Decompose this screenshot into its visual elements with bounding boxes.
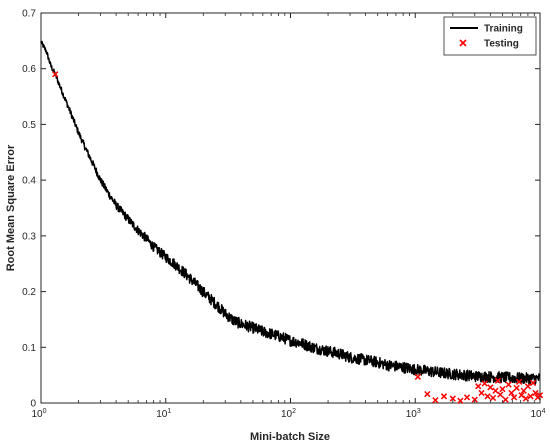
testing-point <box>497 391 504 398</box>
testing-point <box>505 381 512 388</box>
testing-point <box>440 393 448 400</box>
legend: Training Testing <box>443 16 537 56</box>
testing-point <box>524 383 532 390</box>
x-tick-label: 104 <box>530 408 545 420</box>
testing-point <box>527 393 534 400</box>
testing-point <box>515 378 523 385</box>
y-tick-label: 0.7 <box>22 9 36 20</box>
testing-point <box>478 389 485 397</box>
testing-point <box>475 383 482 390</box>
y-axis-label: Root Mean Square Error <box>5 144 17 271</box>
testing-point <box>484 393 491 400</box>
x-axis-label: Mini-batch Size <box>250 431 330 443</box>
y-tick-label: 0.4 <box>22 176 36 187</box>
x-tick-label: 102 <box>281 408 296 420</box>
y-tick-label: 0.1 <box>22 343 36 354</box>
legend-box <box>443 16 537 56</box>
testing-point <box>499 385 506 393</box>
y-tick-label: 0.3 <box>22 231 36 242</box>
testing-point <box>424 390 431 398</box>
testing-point <box>487 384 494 391</box>
y-tick-label: 0.6 <box>22 64 36 75</box>
training-line <box>40 40 541 385</box>
testing-point <box>52 71 59 78</box>
testing-point <box>502 396 509 403</box>
testing-point <box>432 397 439 404</box>
testing-point <box>494 377 502 384</box>
testing-point <box>471 396 478 403</box>
legend-training-label: Training <box>484 24 523 35</box>
x-tick-label: 103 <box>406 408 421 420</box>
testing-point <box>532 389 539 397</box>
testing-point <box>513 384 520 392</box>
y-tick-label: 0.5 <box>22 120 36 131</box>
testing-point <box>510 394 518 401</box>
tick-layer: 0 0.1 0.2 0.3 0.4 0.5 0.6 0.7 100 101 102 103 104 <box>22 9 546 421</box>
series-layer <box>40 40 544 404</box>
testing-point <box>520 387 527 394</box>
x-tick-label: 101 <box>156 408 171 420</box>
testing-point <box>536 392 544 399</box>
x-tick-label: 100 <box>31 408 46 420</box>
plot-area: 0 0.1 0.2 0.3 0.4 0.5 0.6 0.7 100 101 102 103 104 <box>22 9 546 421</box>
testing-point <box>463 394 471 401</box>
legend-testing-swatch <box>459 39 467 47</box>
testing-point <box>457 397 464 404</box>
testing-point <box>449 395 456 402</box>
y-tick-label: 0 <box>30 399 36 410</box>
testing-point <box>481 380 488 387</box>
y-tick-label: 0.2 <box>22 287 36 298</box>
testing-point <box>529 379 537 387</box>
testing-point <box>508 389 515 397</box>
testing-point <box>489 394 497 402</box>
legend-testing-label: Testing <box>484 39 519 50</box>
testing-point <box>414 373 422 380</box>
